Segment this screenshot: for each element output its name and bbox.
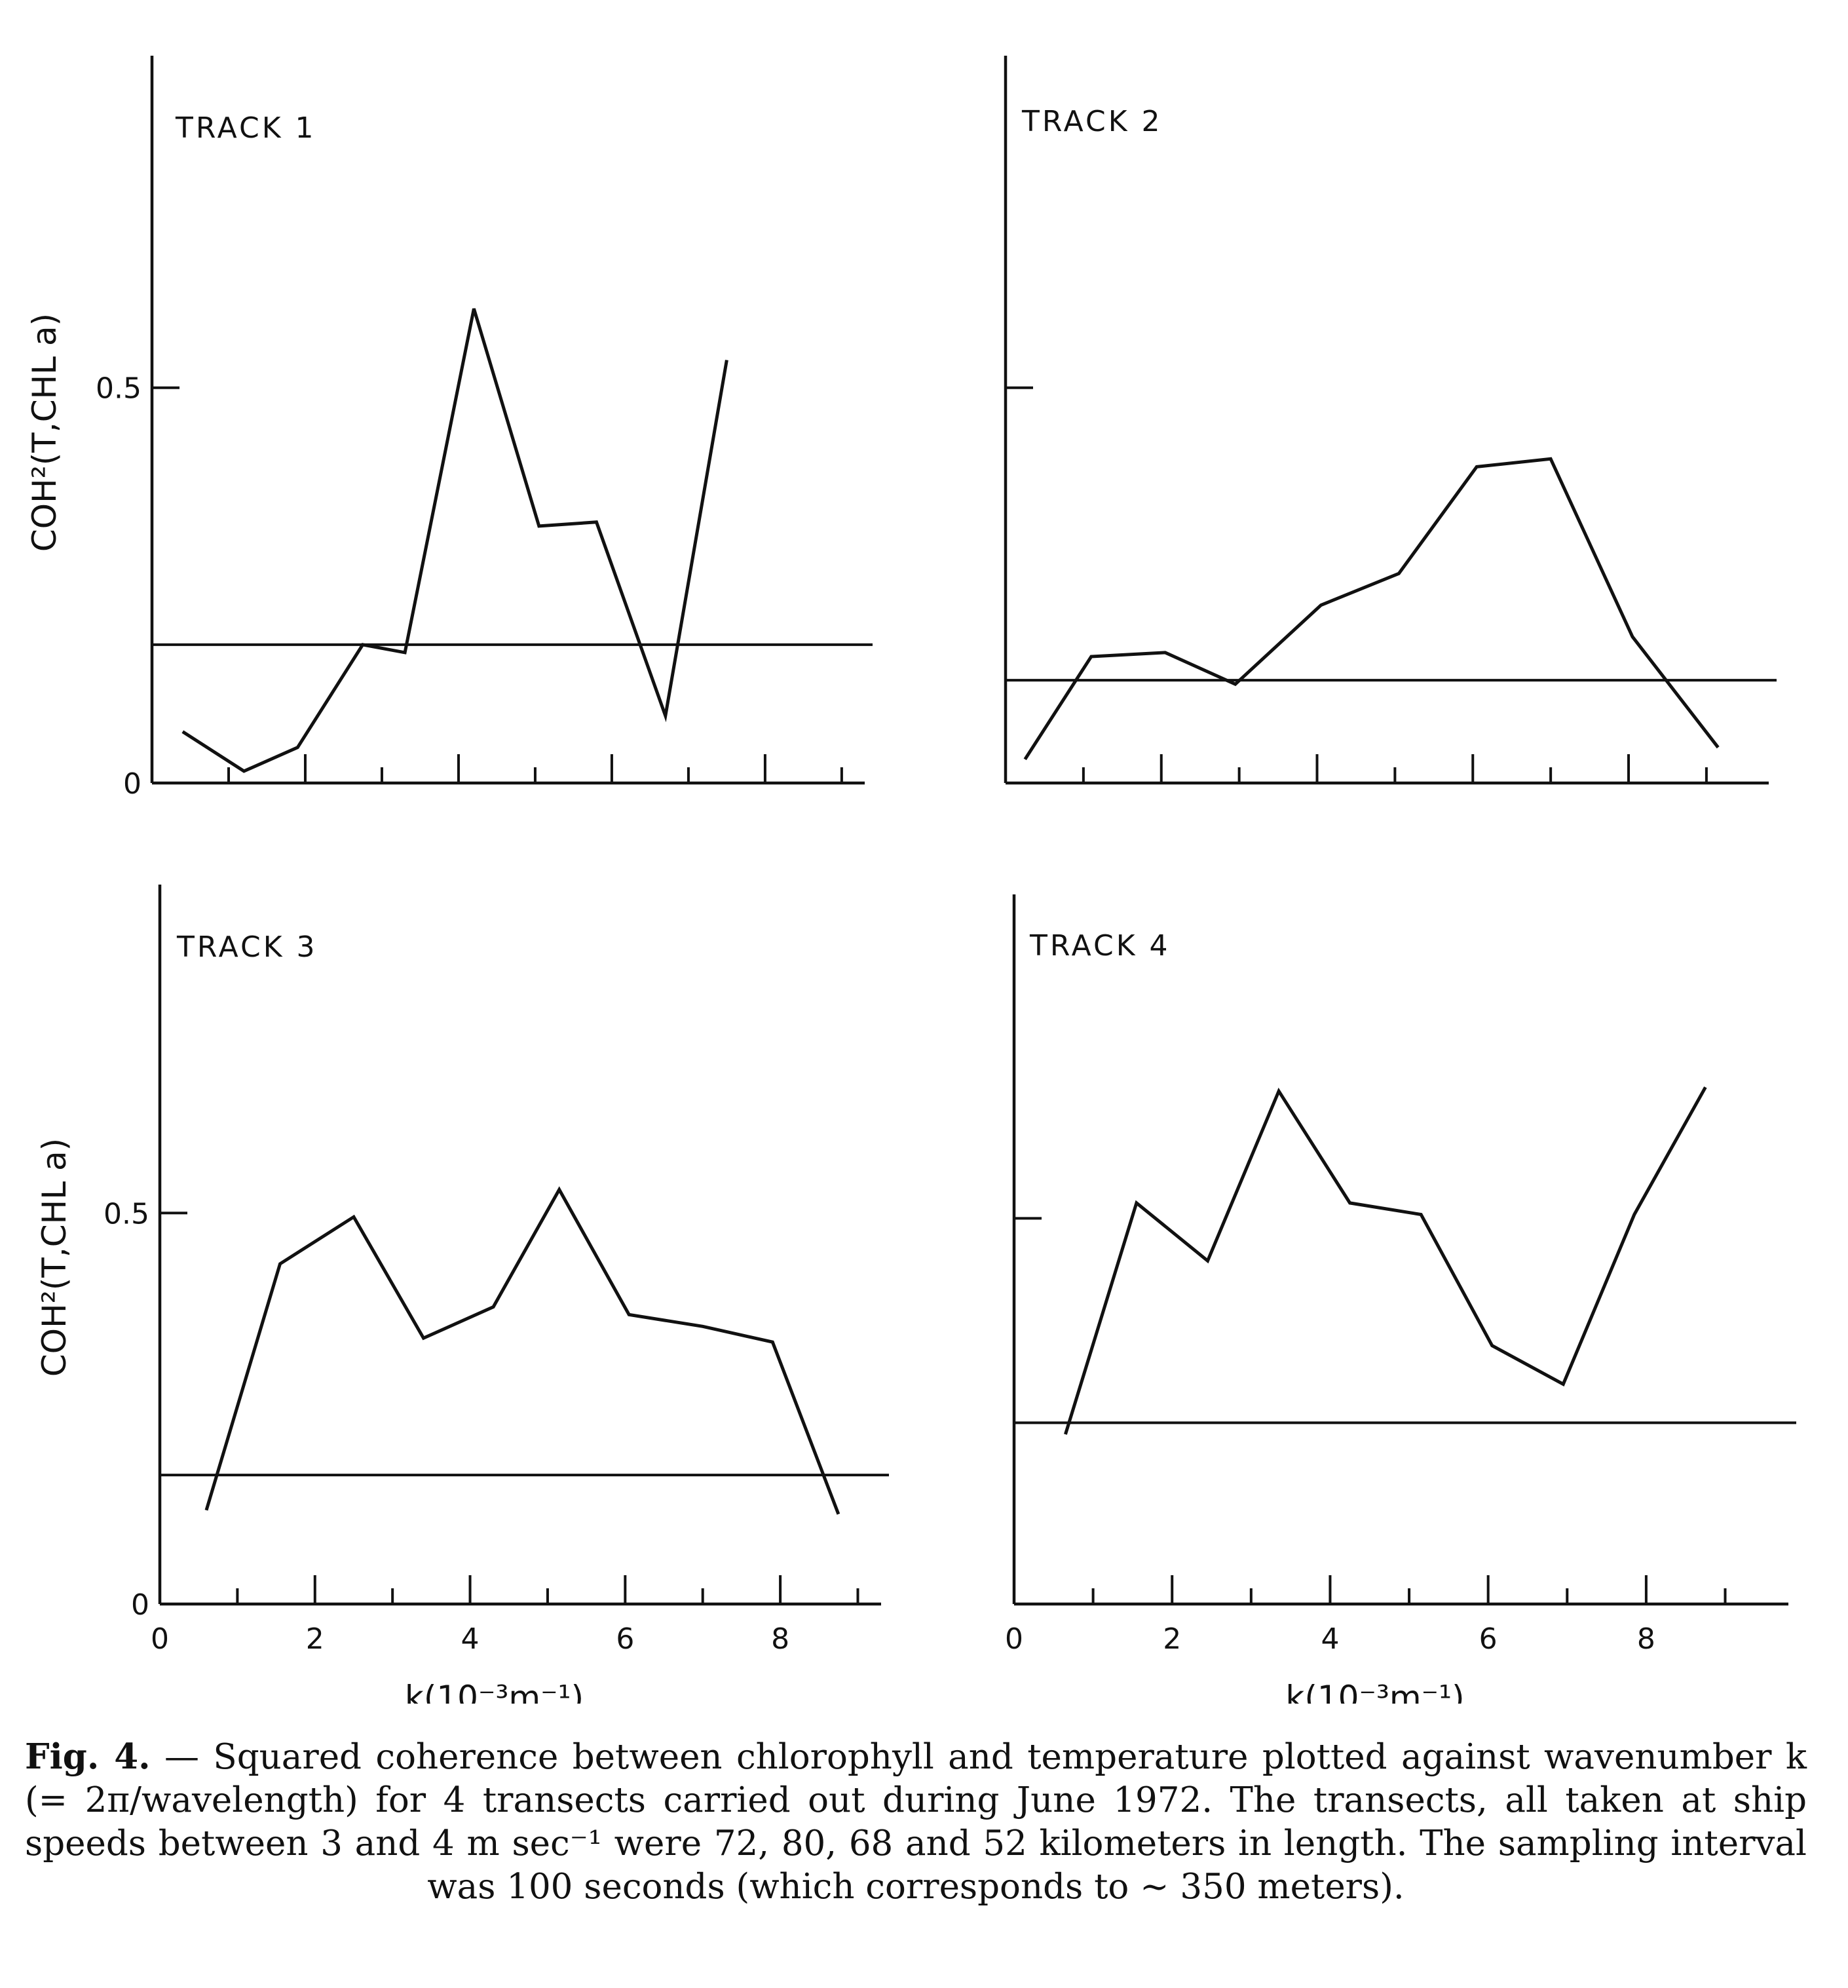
y-tick-label: 0.5 <box>104 1197 149 1231</box>
y-axis-label: COH²(T,CHL a) <box>26 313 64 552</box>
x-axis-label: k(10⁻³m⁻¹) <box>405 1679 584 1704</box>
x-tick-label: 6 <box>1479 1622 1498 1656</box>
y-axis-label: COH²(T,CHL a) <box>35 1138 73 1377</box>
x-tick-label: 4 <box>461 1622 480 1656</box>
x-tick-label: 6 <box>616 1622 634 1656</box>
chart-panel-1: 0 0.5 TRACK 1 COH²(T,CHL a) <box>26 56 873 801</box>
panel-label: TRACK 2 <box>1021 105 1163 138</box>
y-tick-label: 0 <box>123 767 141 801</box>
coherence-series-line <box>204 1186 840 1515</box>
figure-canvas: 0 0.5 TRACK 1 COH²(T,CHL a) TRACK 2 0 0.5 0 2 4 6 8… <box>26 56 1796 1704</box>
coherence-series-line <box>181 308 728 773</box>
caption-text: — Squared coherence between chlorophyll … <box>25 1737 1807 1907</box>
x-tick-label: 4 <box>1321 1622 1339 1656</box>
x-tick-label: 2 <box>1163 1622 1181 1656</box>
coherence-series-line <box>1064 1086 1707 1435</box>
x-tick-label: 0 <box>1005 1622 1023 1656</box>
y-tick-label: 0.5 <box>96 372 141 406</box>
x-tick-label: 2 <box>306 1622 324 1656</box>
panel-label: TRACK 1 <box>175 111 316 145</box>
chart-panel-4: 0 2 4 6 8 TRACK 4 k(10⁻³m⁻¹) <box>1005 894 1796 1704</box>
y-tick-label: 0 <box>131 1588 149 1622</box>
coherence-series-line <box>1023 457 1720 761</box>
chart-panel-2: TRACK 2 <box>1004 56 1777 785</box>
figure-caption: Fig. 4. — Squared coherence between chlo… <box>25 1735 1807 1909</box>
x-tick-label: 0 <box>151 1622 169 1656</box>
panel-label: TRACK 4 <box>1029 929 1171 963</box>
chart-panel-3: 0 0.5 0 2 4 6 8 TRACK 3 COH²(T,CHL a) k(10⁻³m⁻¹) <box>35 885 889 1704</box>
panel-label: TRACK 3 <box>176 930 318 964</box>
x-tick-label: 8 <box>1637 1622 1655 1656</box>
x-tick-label: 8 <box>771 1622 789 1656</box>
caption-label: Fig. 4. <box>25 1736 151 1777</box>
x-axis-label: k(10⁻³m⁻¹) <box>1285 1679 1464 1704</box>
